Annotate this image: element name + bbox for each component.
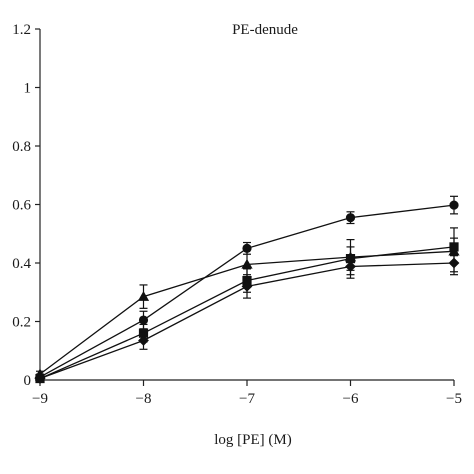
y-tick-label: 1 [24, 81, 32, 97]
data-point-triangle [241, 258, 253, 269]
y-tick-label: 0.8 [12, 139, 31, 155]
x-tick-label: −8 [136, 391, 152, 407]
data-point-diamond [448, 257, 460, 269]
data-point-diamond [34, 373, 46, 384]
data-point-circle [138, 315, 149, 325]
data-point-circle [242, 243, 252, 253]
x-tick-label: −7 [239, 391, 255, 407]
y-tick-label: 0.6 [12, 198, 31, 214]
data-point-diamond [345, 261, 356, 272]
y-tick-label: 1.2 [12, 22, 31, 38]
series-layer [34, 195, 460, 384]
data-point-triangle [137, 291, 150, 301]
data-point-square [449, 242, 459, 252]
y-tick-label: 0.2 [12, 315, 31, 331]
data-point-circle [345, 213, 356, 223]
x-tick-label: −9 [32, 391, 48, 407]
data-point-diamond [241, 281, 253, 292]
x-axis-label: log [PE] (M) [214, 432, 292, 448]
series-diamond [34, 253, 460, 384]
x-tick-label: −6 [343, 391, 359, 407]
axes: 0 0.2 0.4 0.6 0.8 1 1.2 −9 −8 −7 −6 −5 [12, 22, 462, 407]
chart-title: PE-denude [232, 22, 298, 38]
y-tick-label: 0 [24, 373, 32, 389]
x-tick-label: −5 [446, 391, 462, 407]
data-point-circle [449, 200, 459, 210]
data-point-diamond [138, 335, 149, 346]
series-triangle [34, 227, 460, 379]
y-tick-label: 0.4 [12, 256, 31, 272]
